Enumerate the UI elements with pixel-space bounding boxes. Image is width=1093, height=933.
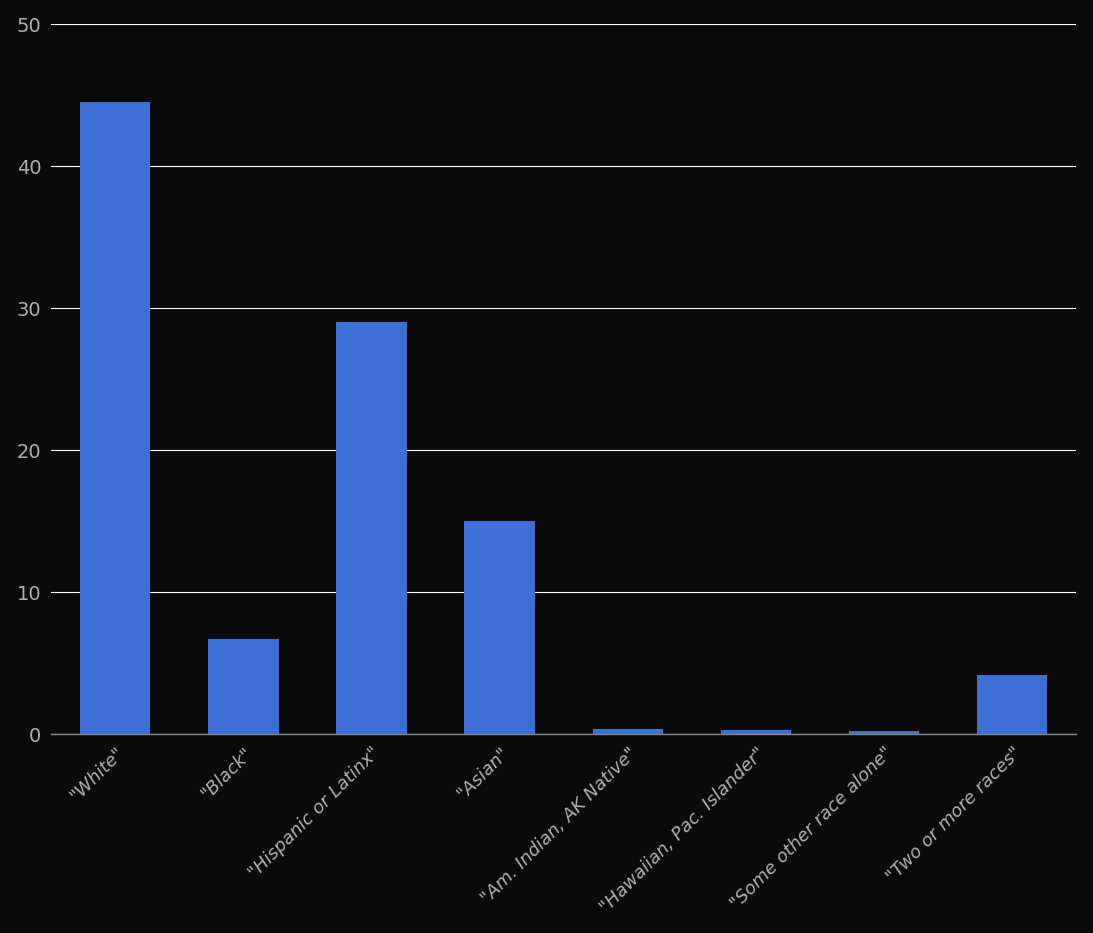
Bar — [208, 639, 279, 734]
Bar — [337, 323, 407, 734]
Bar — [720, 730, 791, 734]
Bar — [80, 103, 151, 734]
Bar — [592, 729, 663, 734]
Bar — [465, 522, 534, 734]
Bar — [977, 675, 1047, 734]
Bar — [849, 731, 919, 734]
